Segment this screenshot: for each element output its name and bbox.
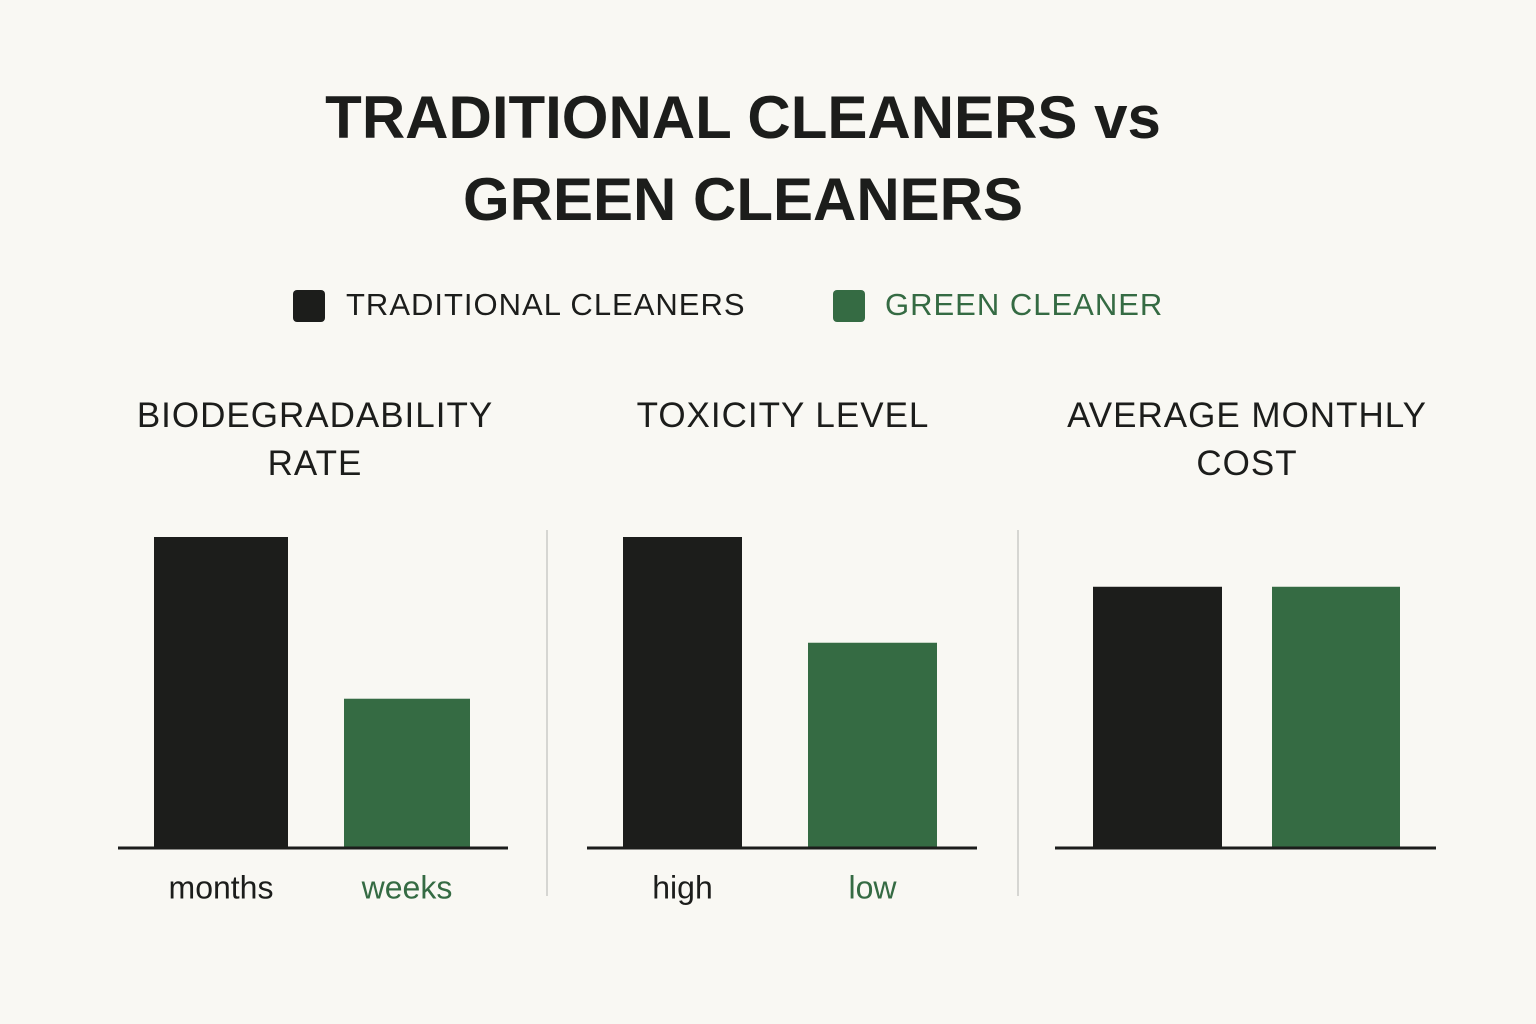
bar [344, 698, 470, 848]
category-label: months [169, 869, 274, 905]
category-label: low [848, 869, 897, 905]
panel-title: AVERAGE MONTHLY COST [1067, 396, 1427, 483]
bar [1093, 586, 1222, 848]
legend-label: TRADITIONAL CLEANERS [346, 287, 746, 322]
panel-title: BIODEGRADABILITY RATE [136, 396, 494, 483]
bar [1272, 586, 1400, 848]
category-label: weeks [361, 869, 453, 905]
bar [154, 537, 288, 848]
category-label: high [652, 869, 713, 905]
legend-swatch [833, 290, 865, 322]
panel-title: TOXICITY LEVEL [636, 396, 930, 435]
chart-title: TRADITIONAL CLEANERS vs GREEN CLEANERS [325, 84, 1161, 233]
legend-label: GREEN CLEANER [885, 287, 1163, 322]
bar [623, 537, 742, 848]
bar [808, 642, 937, 848]
legend-swatch [293, 290, 325, 322]
